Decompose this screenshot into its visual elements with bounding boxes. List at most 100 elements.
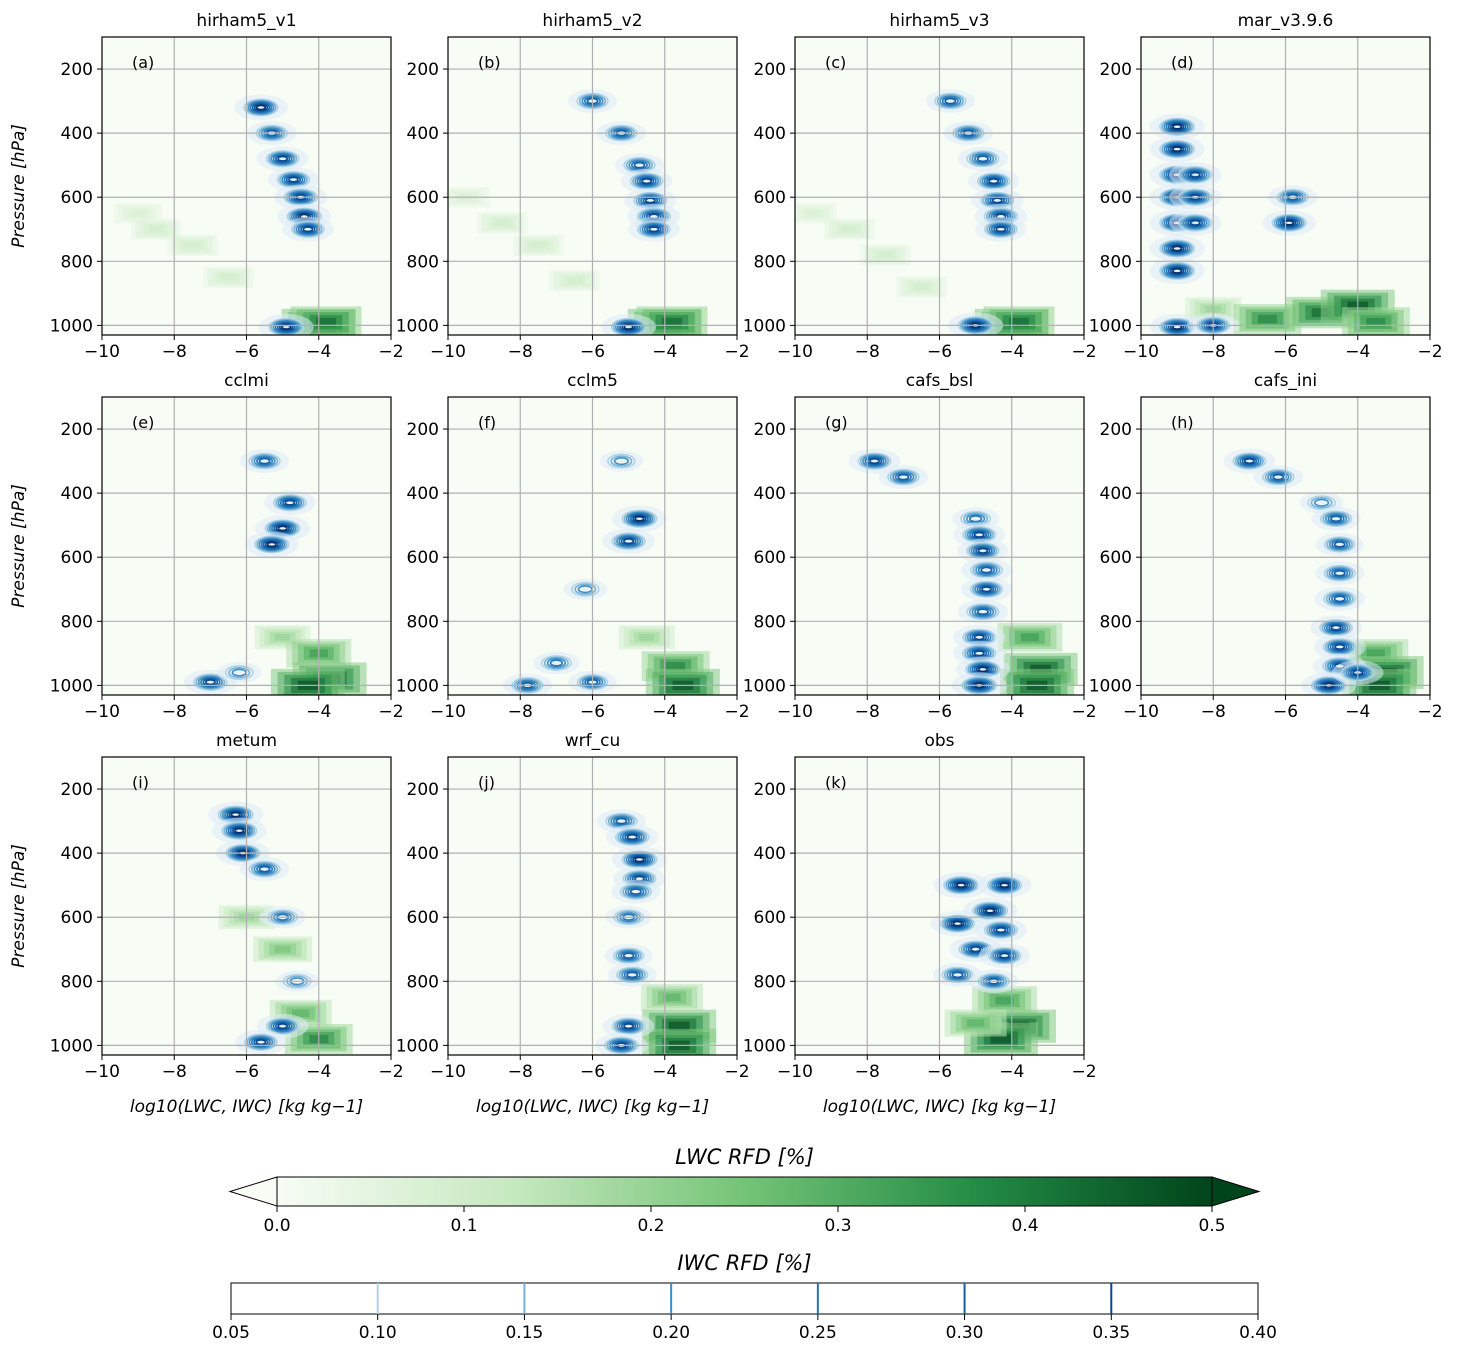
lwc-cell — [1257, 314, 1277, 324]
iwc-contour — [952, 920, 963, 927]
y-tick-label: 800 — [1100, 612, 1132, 632]
iwc-contour — [283, 174, 304, 185]
lwc-cell — [662, 317, 682, 327]
iwc-contour — [223, 822, 256, 839]
iwc-contour — [1275, 216, 1303, 230]
lwc-colorbar-extend-max — [1211, 1176, 1261, 1207]
iwc-contour — [607, 453, 636, 469]
y-tick-label: 800 — [407, 612, 439, 632]
iwc-contour — [1165, 143, 1189, 156]
iwc-halo — [235, 1029, 287, 1055]
y-tick-label: 400 — [61, 844, 93, 864]
iwc-contour — [988, 178, 1000, 185]
panel-label: (g) — [825, 413, 848, 432]
iwc-colorbar-tick-label: 0.15 — [505, 1323, 543, 1343]
y-tick-label: 800 — [754, 972, 786, 992]
panel-label: (c) — [825, 53, 846, 72]
iwc-contour — [634, 856, 645, 863]
iwc-contour — [1323, 590, 1357, 608]
iwc-contour — [1182, 168, 1208, 182]
iwc-contour — [284, 499, 296, 506]
iwc-contour — [974, 583, 999, 596]
iwc-halo — [975, 216, 1027, 242]
iwc-halo — [925, 89, 975, 113]
iwc-contour — [641, 222, 667, 236]
iwc-contour — [570, 581, 600, 597]
iwc-colorbar-frame — [230, 1282, 1259, 1315]
iwc-contour — [644, 197, 656, 204]
iwc-contour — [986, 177, 1002, 186]
plot-body — [848, 448, 1078, 695]
iwc-colorbar: IWC RFD [%] 0.05 0.10 0.15 0.20 0.25 0.30 0.35 0… — [212, 1251, 1277, 1343]
iwc-contour — [1169, 145, 1185, 154]
iwc-contour — [1163, 142, 1191, 157]
iwc-contour — [862, 454, 887, 468]
panel-hirham5_v1: −10 −8 −6 −4 −2 200 400 600 800 1000 hirham5_v1 (a)… — [9, 11, 404, 362]
iwc-contour — [992, 949, 1017, 962]
iwc-halo — [599, 450, 644, 472]
y-tick-label: 1000 — [50, 676, 93, 696]
y-tick-label: 600 — [754, 908, 786, 928]
iwc-contour — [623, 970, 641, 980]
iwc-contour — [288, 176, 299, 183]
iwc-contour — [977, 547, 989, 554]
x-tick-label: −6 — [234, 342, 259, 362]
iwc-contour — [991, 878, 1018, 893]
iwc-contour — [1333, 541, 1346, 548]
lwc-cell — [131, 210, 145, 217]
iwc-halo — [933, 872, 989, 899]
iwc-contour — [950, 919, 965, 928]
lwc-cell — [878, 251, 893, 258]
iwc-contour — [613, 456, 630, 466]
iwc-contour — [274, 154, 291, 163]
y-tick-label: 400 — [1100, 484, 1132, 504]
x-tick-label: −10 — [1123, 702, 1159, 722]
iwc-contour — [1159, 261, 1196, 280]
iwc-contour — [1330, 515, 1343, 523]
iwc-halo — [1223, 448, 1276, 474]
iwc-contour — [200, 676, 221, 688]
panel-label: (e) — [132, 413, 154, 432]
iwc-colorbar-title: IWC RFD [%] — [677, 1251, 811, 1275]
iwc-contour — [889, 470, 918, 485]
iwc-contour — [275, 495, 305, 511]
panel-label: (h) — [1171, 413, 1194, 432]
iwc-halo — [620, 168, 673, 194]
iwc-contour — [621, 509, 658, 528]
x-tick-label: −8 — [162, 702, 187, 722]
iwc-halo — [1149, 235, 1205, 262]
x-tick-label: −4 — [652, 1062, 677, 1082]
iwc-contour — [1331, 594, 1349, 604]
iwc-contour — [976, 608, 989, 616]
iwc-contour — [1234, 453, 1264, 469]
iwc-contour — [197, 675, 223, 689]
iwc-contour — [1326, 537, 1354, 552]
iwc-halo — [607, 963, 657, 987]
iwc-halo — [1311, 506, 1361, 531]
y-tick-label: 200 — [407, 60, 439, 80]
iwc-contour — [253, 863, 276, 875]
iwc-halo — [960, 577, 1012, 602]
iwc-contour — [622, 884, 650, 899]
iwc-contour — [974, 154, 992, 164]
y-axis-label: Pressure [hPa] — [9, 124, 29, 248]
iwc-contour — [956, 882, 967, 889]
iwc-contour — [1169, 267, 1185, 275]
iwc-contour — [1331, 539, 1349, 549]
iwc-contour — [256, 864, 274, 874]
iwc-contour — [1237, 454, 1262, 468]
iwc-contour — [250, 454, 279, 469]
iwc-contour — [1185, 169, 1206, 181]
iwc-contour — [1327, 514, 1345, 524]
iwc-contour — [277, 155, 289, 162]
iwc-contour — [997, 881, 1012, 889]
x-axis-label: log10(LWC, IWC) [kg kg−1] — [130, 1097, 363, 1117]
iwc-contour — [976, 155, 989, 163]
iwc-contour — [646, 225, 662, 234]
iwc-contour — [272, 153, 293, 164]
iwc-contour — [869, 458, 880, 465]
iwc-contour — [1262, 468, 1295, 486]
iwc-contour — [1161, 118, 1193, 135]
iwc-contour — [982, 906, 998, 915]
iwc-contour — [543, 656, 569, 670]
